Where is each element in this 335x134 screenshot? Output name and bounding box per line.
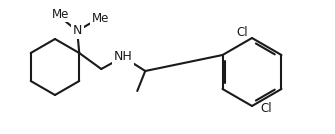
Text: NH: NH xyxy=(114,51,133,64)
Text: Me: Me xyxy=(91,12,109,25)
Text: N: N xyxy=(73,25,82,38)
Text: Cl: Cl xyxy=(260,101,272,114)
Text: Cl: Cl xyxy=(236,25,248,38)
Text: Me: Me xyxy=(52,8,69,21)
